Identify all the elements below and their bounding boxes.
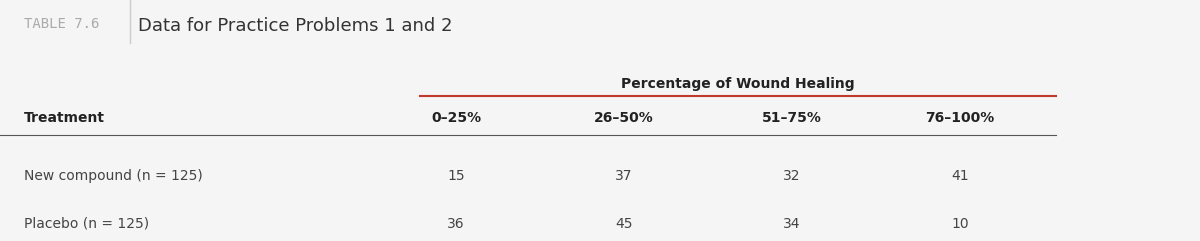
Text: 32: 32 [784, 169, 800, 183]
Text: 51–75%: 51–75% [762, 111, 822, 125]
Text: 15: 15 [448, 169, 464, 183]
Text: 76–100%: 76–100% [925, 111, 995, 125]
Text: 0–25%: 0–25% [431, 111, 481, 125]
Text: Percentage of Wound Healing: Percentage of Wound Healing [622, 77, 854, 91]
Text: Placebo (n = 125): Placebo (n = 125) [24, 217, 149, 231]
Text: 45: 45 [616, 217, 632, 231]
Text: 34: 34 [784, 217, 800, 231]
Text: 10: 10 [952, 217, 968, 231]
Text: 36: 36 [448, 217, 464, 231]
Text: 41: 41 [952, 169, 968, 183]
Text: 26–50%: 26–50% [594, 111, 654, 125]
Text: TABLE 7.6: TABLE 7.6 [24, 17, 100, 31]
Text: Treatment: Treatment [24, 111, 106, 125]
Text: New compound (n = 125): New compound (n = 125) [24, 169, 203, 183]
Text: 37: 37 [616, 169, 632, 183]
Text: Data for Practice Problems 1 and 2: Data for Practice Problems 1 and 2 [138, 17, 452, 35]
